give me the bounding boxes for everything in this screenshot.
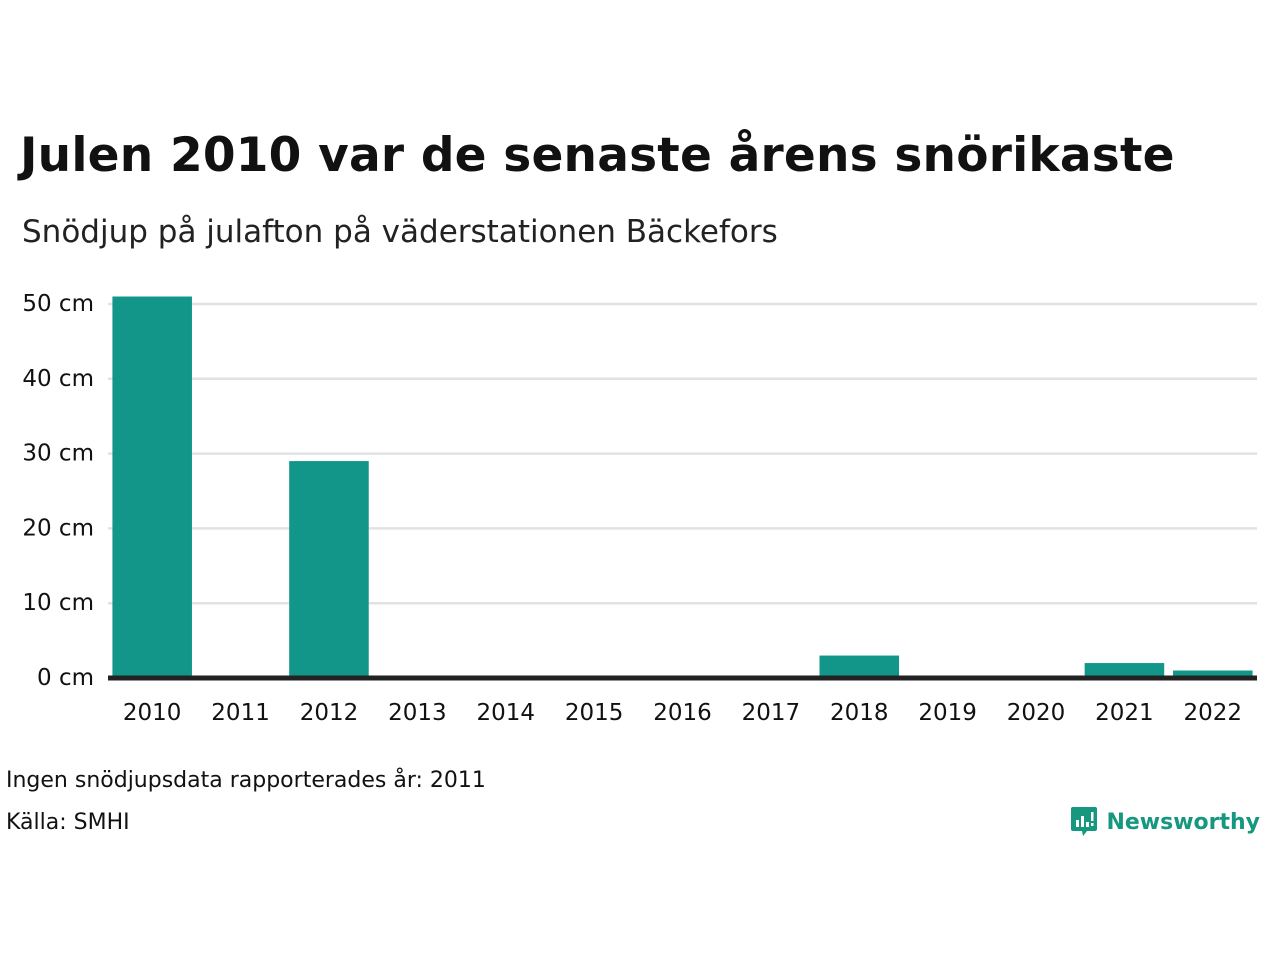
- bar-2010[interactable]: [112, 296, 192, 678]
- source-note: Källa: SMHI: [6, 810, 130, 835]
- x-tick-label: 2013: [388, 700, 447, 726]
- bar-chart-speech-bubble-icon: [1071, 807, 1098, 836]
- bar-2022[interactable]: [1173, 670, 1253, 678]
- logo-text: Newsworthy: [1106, 809, 1260, 835]
- x-tick-label: 2014: [476, 700, 535, 726]
- bars: [112, 296, 1253, 678]
- axes: 0 cm 10 cm 20 cm 30 cm 40 cm 50 cm 2010 2011 201…: [22, 291, 1257, 726]
- y-tick-label: 30 cm: [22, 441, 94, 467]
- x-tick-label: 2020: [1007, 700, 1066, 726]
- bar-2012[interactable]: [289, 461, 369, 678]
- no-data-note: Ingen snödjupsdata rapporterades år: 201…: [6, 768, 486, 793]
- chart-title: Julen 2010 var de senaste årens snörikas…: [20, 128, 1175, 183]
- x-tick-label: 2012: [300, 700, 359, 726]
- y-tick-label: 10 cm: [22, 590, 94, 616]
- y-tick-label: 40 cm: [22, 366, 94, 392]
- x-tick-label: 2010: [123, 700, 182, 726]
- x-tick-label: 2015: [565, 700, 624, 726]
- x-tick-label: 2011: [211, 700, 270, 726]
- x-tick-label: 2021: [1095, 700, 1154, 726]
- x-tick-label: 2022: [1184, 700, 1243, 726]
- x-tick-label: 2017: [742, 700, 801, 726]
- x-tick-label: 2016: [653, 700, 712, 726]
- grid-lines: [108, 302, 1257, 605]
- bar-chart: 0 cm 10 cm 20 cm 30 cm 40 cm 50 cm 2010 2011 201…: [22, 291, 1257, 726]
- bar-2021[interactable]: [1084, 663, 1165, 678]
- chart-subtitle: Snödjup på julafton på väderstationen Bä…: [22, 214, 778, 250]
- x-tick-label: 2019: [918, 700, 977, 726]
- y-tick-label: 20 cm: [22, 515, 94, 541]
- y-tick-label: 50 cm: [22, 291, 94, 317]
- bar-2018[interactable]: [819, 655, 900, 678]
- newsworthy-logo[interactable]: Newsworthy: [1070, 806, 1260, 838]
- y-tick-label: 0 cm: [37, 665, 94, 691]
- x-tick-label: 2018: [830, 700, 889, 726]
